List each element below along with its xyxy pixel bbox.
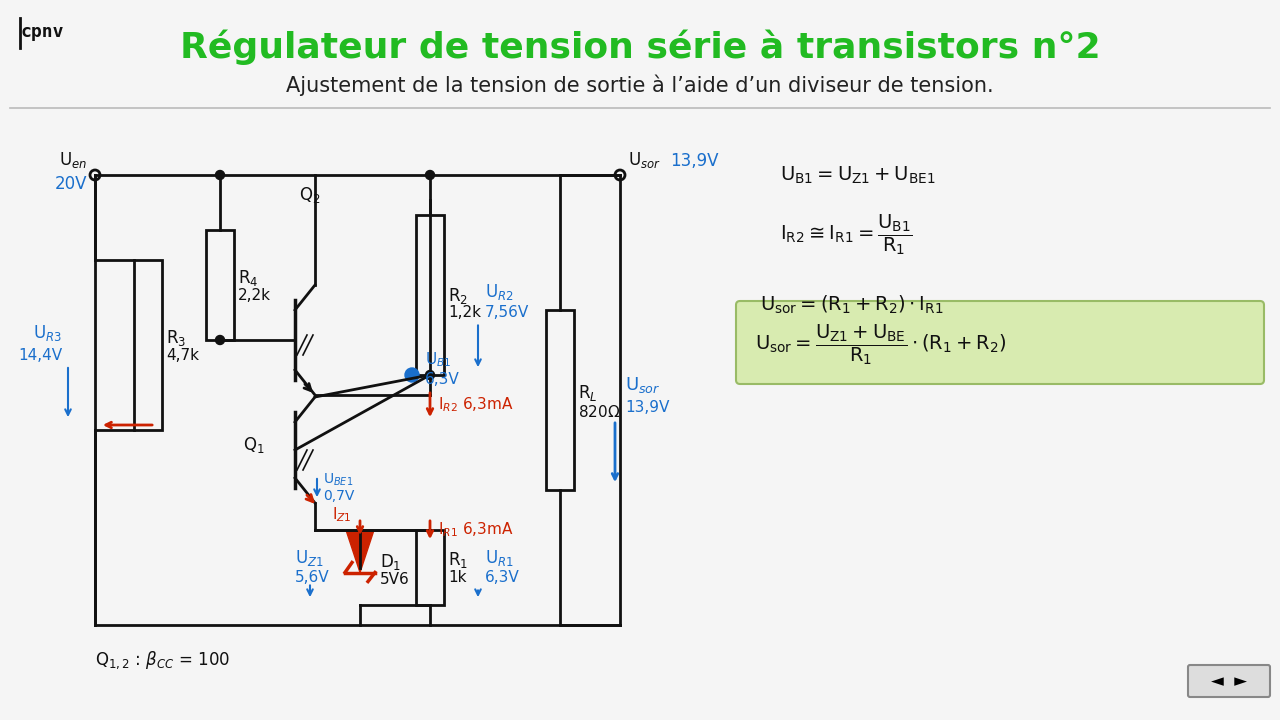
Bar [416,215,444,375]
Text: 13,9V: 13,9V [669,152,718,170]
Text: 13,9V: 13,9V [625,400,669,415]
Circle shape [215,171,224,179]
Text: R$_1$: R$_1$ [448,551,468,570]
Text: cpnv: cpnv [20,23,64,41]
Text: R$_3$: R$_3$ [166,328,186,348]
Text: 4,7k: 4,7k [166,348,198,362]
Text: U$_{sor}$: U$_{sor}$ [628,150,660,170]
Text: 6,3V: 6,3V [425,372,460,387]
Text: Régulateur de tension série à transistors n°2: Régulateur de tension série à transistor… [179,30,1101,65]
Text: 7,56V: 7,56V [485,305,529,320]
Text: 6,3V: 6,3V [485,570,520,585]
Text: U$_{Z1}$: U$_{Z1}$ [294,547,324,567]
Bar [206,230,234,340]
Bar [547,310,573,490]
Text: D$_1$: D$_1$ [380,552,402,572]
Text: 1,2k: 1,2k [448,305,481,320]
Text: $\mathrm{U_{sor} = (R_1 + R_2) \cdot I_{R1}}$: $\mathrm{U_{sor} = (R_1 + R_2) \cdot I_{… [760,294,943,316]
Text: I$_{R2}$ 6,3mA: I$_{R2}$ 6,3mA [438,396,513,414]
Text: 820$\Omega$: 820$\Omega$ [579,404,621,420]
Text: I$_{R1}$ 6,3mA: I$_{R1}$ 6,3mA [438,521,513,539]
Circle shape [425,371,434,379]
Text: U$_{BE1}$: U$_{BE1}$ [323,472,353,488]
Text: R$_L$: R$_L$ [579,383,598,403]
Text: $\mathrm{I_{R2} \cong I_{R1} = \dfrac{U_{B1}}{R_1}}$: $\mathrm{I_{R2} \cong I_{R1} = \dfrac{U_… [780,212,913,257]
Text: U$_{R2}$: U$_{R2}$ [485,282,513,302]
Bar [134,260,163,430]
Text: R$_2$: R$_2$ [448,286,468,305]
FancyBboxPatch shape [1188,665,1270,697]
Text: 5,6V: 5,6V [294,570,330,585]
Circle shape [215,336,224,344]
Text: ◄  ►: ◄ ► [1211,672,1247,690]
Text: U$_{R1}$: U$_{R1}$ [485,547,513,567]
Text: U$_{en}$: U$_{en}$ [59,150,87,170]
Text: 5V6: 5V6 [380,572,410,587]
Text: U$_{B1}$: U$_{B1}$ [425,351,452,369]
Text: 14,4V: 14,4V [18,348,61,362]
Text: Ajustement de la tension de sortie à l’aide d’un diviseur de tension.: Ajustement de la tension de sortie à l’a… [287,74,993,96]
Polygon shape [346,530,374,572]
Text: $\mathrm{U_{sor} = \dfrac{U_{Z1} + U_{BE}}{R_1} \cdot (R_1 + R_2)}$: $\mathrm{U_{sor} = \dfrac{U_{Z1} + U_{BE… [755,323,1006,367]
FancyBboxPatch shape [736,301,1265,384]
Text: R$_4$: R$_4$ [238,268,259,288]
Text: 2,2k: 2,2k [238,287,271,302]
Text: 1k: 1k [448,570,466,585]
Text: 0,7V: 0,7V [323,489,355,503]
Text: Q$_1$: Q$_1$ [243,435,265,455]
Text: $\mathrm{U_{B1} = U_{Z1} + U_{BE1}}$: $\mathrm{U_{B1} = U_{Z1} + U_{BE1}}$ [780,164,936,186]
Circle shape [425,171,434,179]
Text: Q$_2$: Q$_2$ [300,185,321,205]
Text: 20V: 20V [55,175,87,193]
Bar [416,530,444,605]
Text: Q$_{1,2}$ : $\beta_{CC}$ = 100: Q$_{1,2}$ : $\beta_{CC}$ = 100 [95,649,230,671]
Text: U$_{sor}$: U$_{sor}$ [625,375,660,395]
Circle shape [404,368,419,382]
Text: I$_{Z1}$: I$_{Z1}$ [333,505,352,524]
Text: U$_{R3}$: U$_{R3}$ [33,323,61,343]
